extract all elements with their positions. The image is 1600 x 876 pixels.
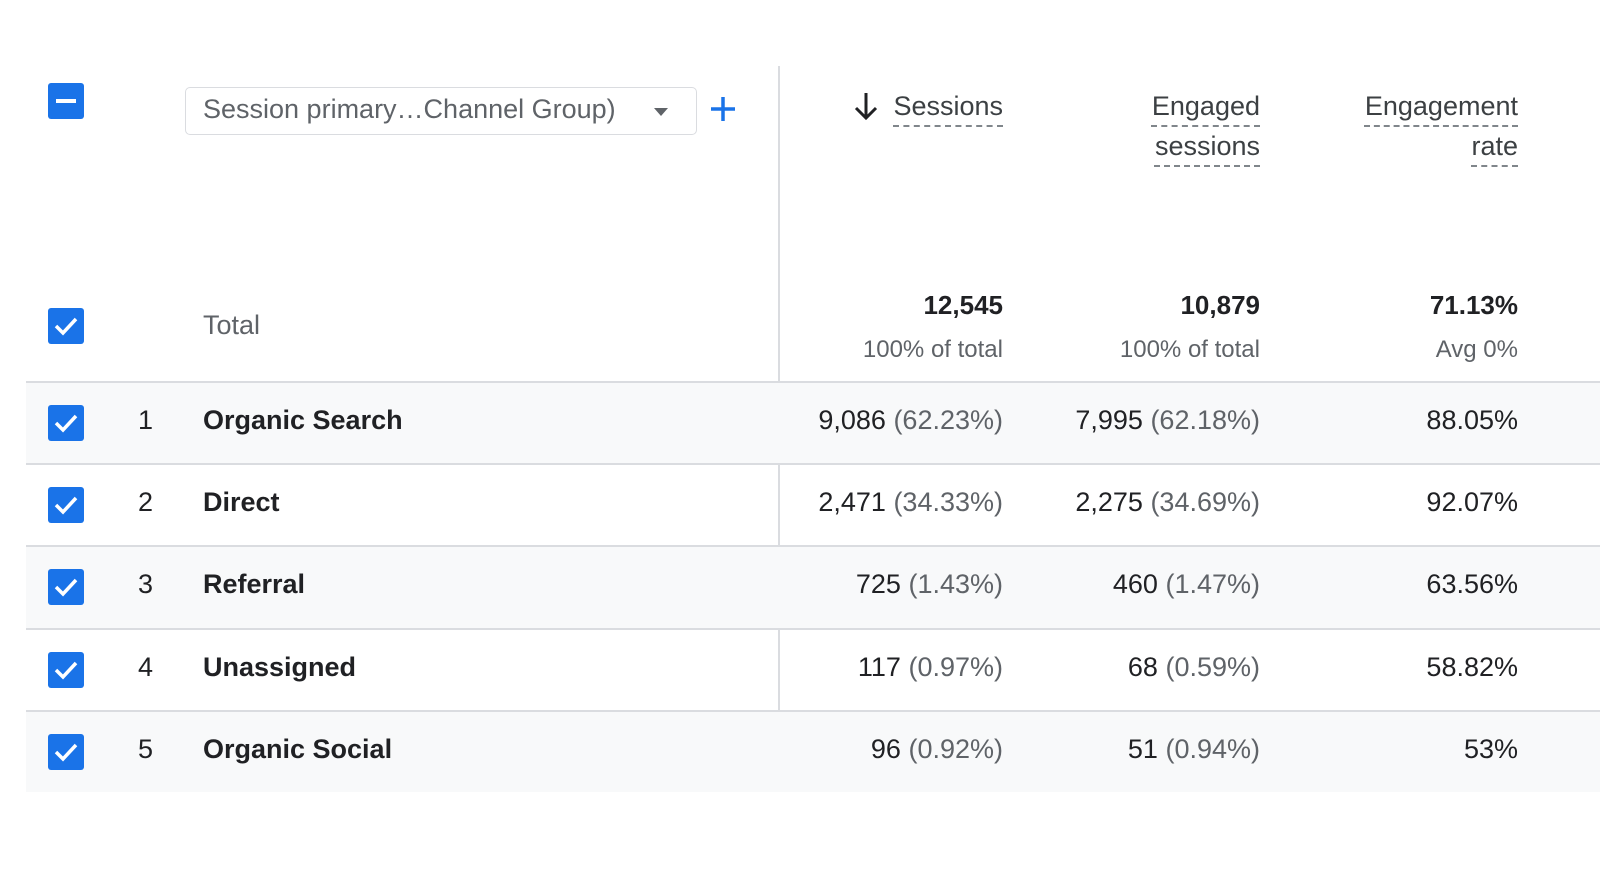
select-all-checkbox[interactable] xyxy=(48,83,84,119)
dimension-label: Session primary…Channel Group) xyxy=(203,94,616,124)
row-checkbox[interactable] xyxy=(48,308,84,344)
metric-cell: 58.82% xyxy=(1426,652,1518,683)
metric-share: (62.18%) xyxy=(1150,405,1260,435)
metric-value: 92.07% xyxy=(1426,487,1518,518)
row-rank: 3 xyxy=(138,569,154,600)
metric-value: 117 xyxy=(857,651,901,682)
metric-value: 51 xyxy=(1127,733,1158,764)
metric-value: 460 xyxy=(1112,569,1158,600)
metric-value: 88.05% xyxy=(1426,405,1518,435)
column-header-label: Sessions xyxy=(893,91,1003,121)
row-rank: 1 xyxy=(138,405,154,435)
metric-cell: 9,086 (62.23%) xyxy=(818,405,1003,436)
sort-arrow xyxy=(854,93,878,121)
metric-share: (34.69%) xyxy=(1150,487,1260,518)
metric-value: 9,086 xyxy=(818,405,886,435)
column-header[interactable]: Engagement rate xyxy=(1338,86,1518,166)
metric-share: (0.94%) xyxy=(1165,733,1260,764)
column-header[interactable]: Engaged sessions xyxy=(1120,86,1260,166)
row-name: Referral xyxy=(203,569,306,600)
row-divider xyxy=(26,381,1600,383)
metric-share: (1.43%) xyxy=(908,569,1003,600)
metric-cell: 53% xyxy=(1464,734,1518,765)
row-checkbox[interactable] xyxy=(48,569,84,606)
row-divider xyxy=(26,709,1600,712)
metric-cell: 68 (0.59%) xyxy=(1128,652,1260,683)
metric-cell: 460 (1.47%) xyxy=(1113,569,1260,600)
column-header-label: Engaged sessions xyxy=(1151,91,1260,161)
row-background xyxy=(26,383,1600,464)
metric-share: (34.33%) xyxy=(893,487,1003,518)
column-header-label: Engagement rate xyxy=(1364,91,1518,161)
metric-cell: 117 (0.97%) xyxy=(858,652,1003,683)
total-label: Total xyxy=(203,310,261,340)
metric-share: (0.59%) xyxy=(1165,651,1260,682)
total-value: 71.13% xyxy=(1429,290,1518,320)
dropdown-arrow xyxy=(654,108,668,116)
add-dimension-button[interactable] xyxy=(708,94,738,124)
metric-share: (0.92%) xyxy=(908,733,1003,764)
metric-cell: 2,275 (34.69%) xyxy=(1075,487,1260,518)
row-checkbox[interactable] xyxy=(48,651,84,688)
row-checkbox[interactable] xyxy=(48,405,84,441)
row-background xyxy=(26,547,1600,628)
total-note: Avg 0% xyxy=(1435,336,1518,363)
row-divider xyxy=(26,463,1600,466)
row-name: Direct xyxy=(203,487,280,518)
total-value: 12,545 xyxy=(923,290,1003,320)
metric-value: 7,995 xyxy=(1075,405,1143,435)
total-note: 100% of total xyxy=(1119,336,1260,363)
row-background xyxy=(26,711,1600,792)
row-checkbox[interactable] xyxy=(48,487,84,524)
row-checkbox[interactable] xyxy=(48,733,84,770)
row-rank: 5 xyxy=(138,733,154,764)
metric-cell: 51 (0.94%) xyxy=(1128,734,1260,765)
metric-share: (0.97%) xyxy=(908,651,1003,682)
row-divider xyxy=(26,627,1600,630)
metric-share: (62.23%) xyxy=(893,405,1003,435)
dimension-dropdown[interactable]: Session primary…Channel Group) xyxy=(185,87,697,135)
metric-value: 68 xyxy=(1127,651,1158,682)
metric-share: (1.47%) xyxy=(1165,569,1260,600)
metric-cell: 7,995 (62.18%) xyxy=(1075,405,1260,436)
row-name: Unassigned xyxy=(203,651,357,682)
total-value: 10,879 xyxy=(1180,290,1260,320)
metric-cell: 725 (1.43%) xyxy=(856,569,1003,600)
metric-value: 2,275 xyxy=(1075,487,1143,518)
metric-value: 58.82% xyxy=(1426,651,1518,682)
row-name: Organic Social xyxy=(203,733,393,764)
row-rank: 2 xyxy=(138,487,154,518)
metric-value: 2,471 xyxy=(818,487,886,518)
metric-cell: 63.56% xyxy=(1426,569,1518,600)
row-rank: 4 xyxy=(138,651,154,682)
total-note: 100% of total xyxy=(862,336,1003,363)
metric-value: 53% xyxy=(1463,733,1518,764)
metric-value: 63.56% xyxy=(1426,569,1518,600)
metric-cell: 88.05% xyxy=(1426,405,1518,436)
column-header[interactable]: Sessions xyxy=(803,86,1003,126)
metric-cell: 96 (0.92%) xyxy=(871,734,1003,765)
metric-value: 96 xyxy=(870,733,901,764)
metric-value: 725 xyxy=(855,569,901,600)
metric-cell: 92.07% xyxy=(1426,487,1518,518)
row-divider xyxy=(26,545,1600,548)
metric-cell: 2,471 (34.33%) xyxy=(818,487,1003,518)
row-name: Organic Search xyxy=(203,405,403,435)
